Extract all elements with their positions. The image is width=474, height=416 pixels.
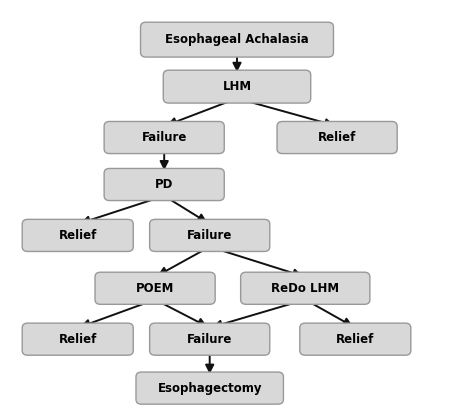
FancyBboxPatch shape	[136, 372, 283, 404]
Text: PD: PD	[155, 178, 173, 191]
FancyBboxPatch shape	[140, 22, 334, 57]
Text: Failure: Failure	[187, 333, 232, 346]
Text: Relief: Relief	[59, 229, 97, 242]
Text: Failure: Failure	[142, 131, 187, 144]
FancyBboxPatch shape	[150, 323, 270, 355]
Text: Relief: Relief	[336, 333, 374, 346]
FancyBboxPatch shape	[104, 168, 224, 201]
FancyBboxPatch shape	[277, 121, 397, 154]
FancyBboxPatch shape	[241, 272, 370, 305]
Text: Relief: Relief	[318, 131, 356, 144]
Text: LHM: LHM	[222, 80, 252, 93]
Text: Esophageal Achalasia: Esophageal Achalasia	[165, 33, 309, 46]
FancyBboxPatch shape	[163, 70, 311, 103]
FancyBboxPatch shape	[150, 219, 270, 251]
Text: Relief: Relief	[59, 333, 97, 346]
Text: Failure: Failure	[187, 229, 232, 242]
FancyBboxPatch shape	[300, 323, 411, 355]
Text: ReDo LHM: ReDo LHM	[271, 282, 339, 295]
FancyBboxPatch shape	[22, 219, 133, 251]
FancyBboxPatch shape	[95, 272, 215, 305]
FancyBboxPatch shape	[22, 323, 133, 355]
FancyBboxPatch shape	[104, 121, 224, 154]
Text: POEM: POEM	[136, 282, 174, 295]
Text: Esophagectomy: Esophagectomy	[157, 381, 262, 395]
